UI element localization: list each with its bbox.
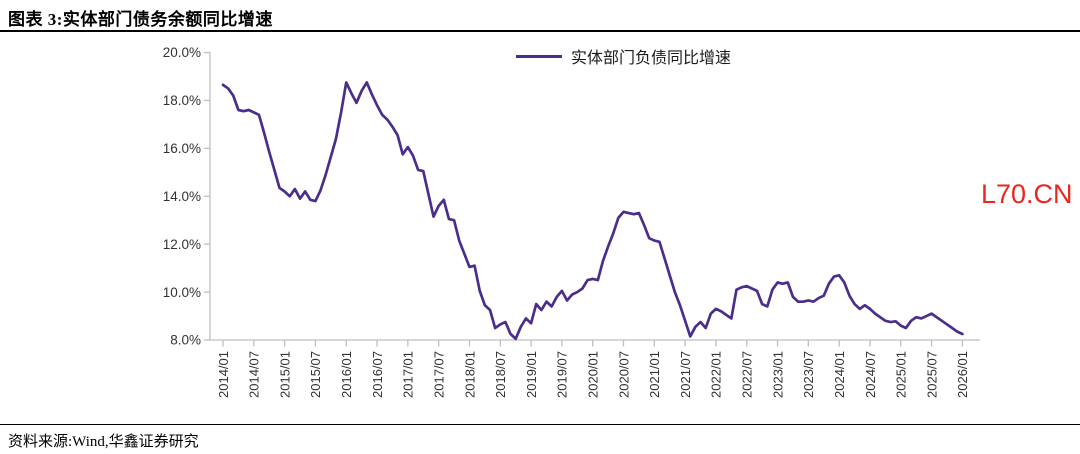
y-tick-label: 10.0% <box>163 285 201 300</box>
legend-line-swatch <box>516 54 562 58</box>
x-tick-label: 2014/01 <box>216 351 231 398</box>
x-tick-label: 2021/01 <box>647 351 662 398</box>
y-tick-label: 18.0% <box>163 93 201 108</box>
x-tick-label: 2018/01 <box>462 351 477 398</box>
figure-title: 图表 3:实体部门债务余额同比增速 <box>8 10 273 29</box>
y-tick-label: 8.0% <box>170 333 201 348</box>
x-tick-label: 2025/07 <box>924 351 939 398</box>
x-tick-label: 2020/01 <box>586 351 601 398</box>
x-tick-label: 2023/01 <box>770 351 785 398</box>
x-tick-label: 2026/01 <box>955 351 970 398</box>
site-watermark: L70.CN <box>981 179 1073 209</box>
x-tick-label: 2021/07 <box>678 351 693 398</box>
axis-lines <box>209 52 980 341</box>
y-tick-label: 20.0% <box>163 45 201 60</box>
y-tick-label: 12.0% <box>163 237 201 252</box>
legend-series-label: 实体部门负债同比增速 <box>571 50 732 67</box>
x-axis: 2014/01 2014/07 2015/01 2015/07 2016/01 2016/… <box>216 340 970 398</box>
x-tick-label: 2018/07 <box>493 351 508 398</box>
x-tick-label: 2022/07 <box>740 351 755 398</box>
x-tick-label: 2024/07 <box>863 351 878 398</box>
x-tick-label: 2014/07 <box>247 351 262 398</box>
y-tick-label: 16.0% <box>163 141 201 156</box>
chart-legend: 实体部门负债同比增速 <box>516 44 731 68</box>
x-tick-label: 2022/01 <box>709 351 724 398</box>
x-tick-label: 2017/07 <box>431 351 446 398</box>
y-axis: 20.0% 18.0% 16.0% 14.0% 12.0% 10.0% 8.0% <box>163 45 210 348</box>
y-tick-label: 14.0% <box>163 189 201 204</box>
x-tick-label: 2023/07 <box>801 351 816 398</box>
data-source-note: 资料来源:Wind,华鑫证券研究 <box>8 434 199 450</box>
x-tick-label: 2019/01 <box>524 351 539 398</box>
footer-divider-rule <box>0 424 1080 425</box>
title-divider-rule <box>0 30 1080 32</box>
x-tick-label: 2019/07 <box>555 351 570 398</box>
x-tick-label: 2016/01 <box>339 351 354 398</box>
x-tick-label: 2025/01 <box>894 351 909 398</box>
x-tick-label: 2015/07 <box>308 351 323 398</box>
x-tick-label: 2016/07 <box>370 351 385 398</box>
x-tick-label: 2017/01 <box>401 351 416 398</box>
x-tick-label: 2015/01 <box>277 351 292 398</box>
x-tick-label: 2024/01 <box>832 351 847 398</box>
series-line-debt-growth <box>221 81 964 341</box>
x-tick-label: 2020/07 <box>616 351 631 398</box>
